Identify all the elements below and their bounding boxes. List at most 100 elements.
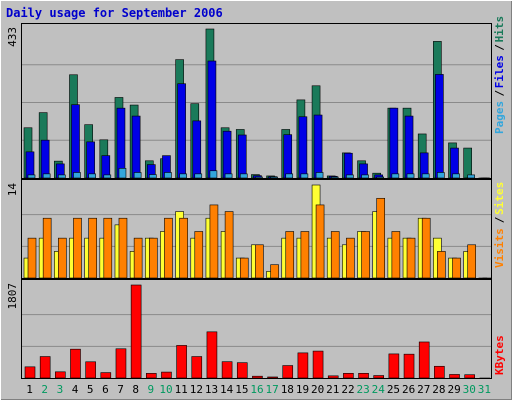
bar-visits-day-2	[42, 217, 52, 279]
day-label-7: 7	[117, 383, 124, 396]
bar-visits-day-12	[194, 231, 204, 279]
bar-kbytes-day-13	[206, 331, 218, 379]
bar-pages-day-9	[148, 174, 157, 179]
bar-pages-day-19	[300, 173, 309, 179]
bar-visits-day-8	[133, 237, 143, 279]
day-label-14: 14	[220, 383, 234, 396]
bar-files-day-12	[192, 120, 202, 179]
bar-visits-day-29	[452, 257, 461, 279]
bar-visits-day-15	[239, 257, 249, 279]
bar-files-day-15	[237, 134, 247, 179]
bar-kbytes-day-6	[100, 372, 112, 379]
bar-files-day-26	[404, 115, 414, 179]
bar-pages-day-23	[361, 174, 369, 179]
bar-files-day-18	[283, 134, 293, 179]
bar-kbytes-day-30	[464, 374, 475, 379]
bar-visits-day-24	[376, 197, 386, 279]
bar-pages-day-30	[467, 174, 475, 179]
bar-kbytes-day-9	[145, 373, 157, 379]
day-label-11: 11	[175, 383, 188, 396]
bar-kbytes-day-21	[327, 375, 339, 379]
day-label-26: 26	[402, 383, 415, 396]
legend-separator: /	[493, 90, 506, 97]
bar-files-day-2	[40, 139, 50, 179]
bar-visits-day-4	[73, 217, 82, 279]
bar-kbytes-day-4	[70, 348, 81, 379]
bar-files-day-4	[71, 104, 80, 179]
bar-kbytes-day-7	[115, 348, 127, 379]
day-label-18: 18	[281, 383, 294, 396]
bar-files-day-1	[25, 151, 35, 179]
bar-visits-day-5	[88, 217, 97, 279]
day-label-10: 10	[159, 383, 172, 396]
bar-files-day-11	[177, 83, 186, 179]
day-label-22: 22	[341, 383, 354, 396]
bar-pages-day-27	[421, 173, 430, 179]
legend-separator: /	[493, 44, 506, 51]
bar-pages-day-13	[209, 170, 218, 179]
bar-files-day-25	[389, 107, 399, 179]
panel-visits-frame	[21, 179, 492, 279]
day-label-20: 20	[311, 383, 324, 396]
bar-visits-day-16	[255, 244, 264, 279]
bar-visits-day-25	[391, 231, 401, 279]
day-label-8: 8	[132, 383, 139, 396]
bar-kbytes-day-2	[39, 356, 51, 379]
bar-files-day-13	[207, 60, 217, 179]
day-label-29: 29	[447, 383, 460, 396]
day-label-6: 6	[102, 383, 109, 396]
panel-hits-max-label: 433	[6, 27, 19, 47]
day-label-23: 23	[357, 383, 370, 396]
bar-visits-day-21	[330, 231, 340, 279]
bar-pages-day-1	[27, 174, 36, 179]
day-label-5: 5	[87, 383, 94, 396]
bar-visits-day-20	[315, 204, 325, 279]
bar-files-day-8	[131, 115, 141, 179]
bar-pages-day-7	[118, 168, 127, 179]
bar-pages-day-10	[164, 172, 172, 179]
bar-visits-day-3	[58, 237, 67, 279]
bar-pages-day-31	[482, 177, 491, 179]
bar-pages-day-21	[330, 176, 339, 179]
day-label-30: 30	[463, 383, 476, 396]
bar-visits-day-30	[467, 244, 476, 279]
bar-kbytes-day-5	[85, 361, 96, 379]
bar-pages-day-3	[58, 174, 66, 179]
bar-files-day-29	[450, 147, 459, 179]
bar-files-day-22	[344, 152, 353, 179]
bar-kbytes-day-18	[282, 365, 294, 379]
bar-visits-day-1	[27, 237, 37, 279]
bar-pages-day-12	[194, 173, 203, 179]
bar-pages-day-25	[391, 173, 400, 179]
bar-pages-day-14	[224, 173, 233, 179]
bar-files-day-19	[298, 116, 308, 179]
bar-kbytes-day-27	[418, 341, 430, 379]
bar-pages-day-11	[179, 173, 187, 179]
legend-visits: Visits	[493, 228, 506, 268]
day-label-24: 24	[372, 383, 386, 396]
bar-kbytes-day-11	[176, 345, 187, 379]
bar-pages-day-29	[452, 173, 460, 179]
bar-kbytes-day-16	[252, 375, 263, 379]
day-label-27: 27	[417, 383, 430, 396]
bar-visits-day-13	[209, 204, 219, 279]
panel-hits-frame	[21, 23, 492, 179]
bar-files-day-28	[435, 74, 444, 179]
bar-hits-day-30	[463, 147, 472, 179]
bar-pages-day-8	[133, 172, 142, 179]
day-label-12: 12	[190, 383, 203, 396]
bar-kbytes-day-23	[358, 373, 369, 379]
bar-visits-day-9	[148, 237, 158, 279]
day-label-2: 2	[41, 383, 48, 396]
legend-files: Files	[493, 55, 506, 88]
legend-kbytes: KBytes	[493, 335, 506, 375]
bar-visits-day-6	[103, 217, 113, 279]
bar-kbytes-day-20	[312, 350, 324, 379]
bar-visits-day-27	[421, 217, 431, 279]
bar-pages-day-22	[346, 174, 354, 179]
bar-visits-day-7	[118, 217, 128, 279]
bar-pages-day-16	[255, 176, 263, 179]
bar-pages-day-4	[73, 172, 81, 179]
